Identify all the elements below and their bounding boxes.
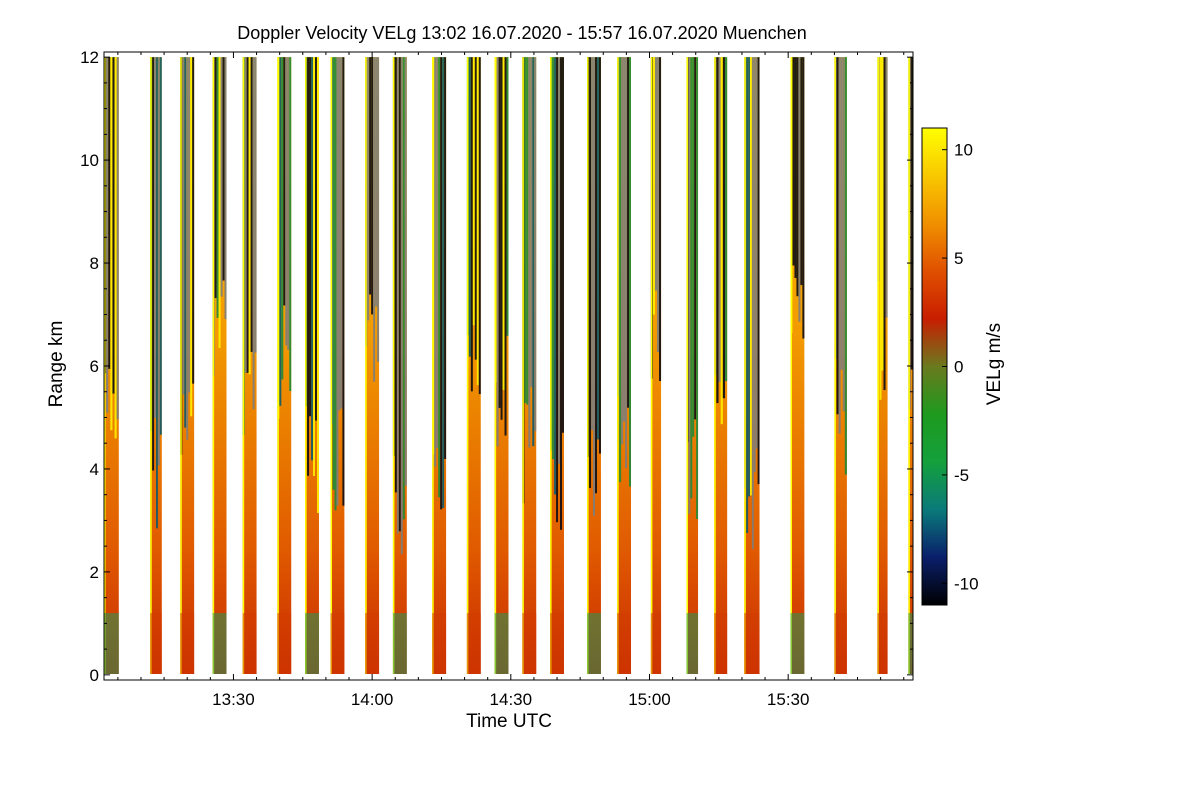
data-segment: [744, 57, 760, 675]
data-segment: [180, 57, 195, 675]
data-segment: [392, 57, 407, 675]
x-tick-label: 13:30: [212, 690, 255, 709]
data-segment: [714, 57, 728, 675]
x-axis-ticks: 13:30 14:00 14:30 15:00 15:30: [117, 52, 905, 709]
y-tick-label: 0: [90, 666, 99, 685]
data-segment: [432, 57, 447, 675]
colorbar-tick-label: 10: [954, 141, 973, 160]
y-axis-label: Range km: [46, 321, 67, 408]
colorbar-tick-label: 0: [954, 358, 963, 377]
x-tick-label: 14:30: [490, 690, 533, 709]
y-axis-ticks: 0 2 4 6 8 10 12: [80, 48, 913, 685]
colorbar-ticks: 10 5 0 -5 -10: [942, 141, 979, 593]
colorbar-tick-label: 5: [954, 249, 963, 268]
y-tick-label: 12: [80, 48, 99, 67]
data-segment: [277, 57, 292, 675]
data-segment: [877, 57, 888, 675]
colorbar-tick-label: -10: [954, 574, 979, 593]
data-segment: [150, 57, 162, 675]
data-segments: [104, 57, 913, 675]
data-segment: [617, 57, 632, 675]
y-tick-label: 6: [90, 357, 99, 376]
chart-title: Doppler Velocity VELg 13:02 16.07.2020 -…: [237, 23, 806, 43]
x-tick-label: 15:00: [628, 690, 671, 709]
x-tick-label: 15:30: [767, 690, 810, 709]
data-segment: [790, 57, 805, 675]
y-tick-label: 8: [90, 254, 99, 273]
data-segment: [650, 57, 662, 675]
x-axis-label: Time UTC: [466, 711, 552, 732]
y-tick-label: 4: [90, 460, 99, 479]
data-segment: [834, 57, 847, 675]
data-segment: [242, 57, 257, 675]
data-segment: [212, 57, 227, 675]
data-segment: [587, 57, 601, 675]
data-segment: [550, 57, 564, 675]
data-segment: [330, 57, 345, 675]
y-tick-label: 10: [80, 151, 99, 170]
data-segment: [305, 57, 319, 675]
colorbar-tick-label: -5: [954, 466, 969, 485]
data-segment: [522, 57, 537, 675]
data-segment: [365, 57, 380, 675]
data-segment: [466, 57, 481, 675]
y-tick-label: 2: [90, 563, 99, 582]
colorbar-label: VELg m/s: [984, 323, 1005, 405]
data-segment: [494, 57, 509, 675]
data-segment: [686, 57, 699, 675]
x-tick-label: 14:00: [351, 690, 394, 709]
